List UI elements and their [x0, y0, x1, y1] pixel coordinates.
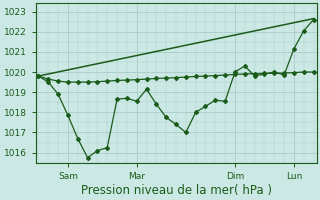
X-axis label: Pression niveau de la mer( hPa ): Pression niveau de la mer( hPa ) [81, 184, 271, 197]
